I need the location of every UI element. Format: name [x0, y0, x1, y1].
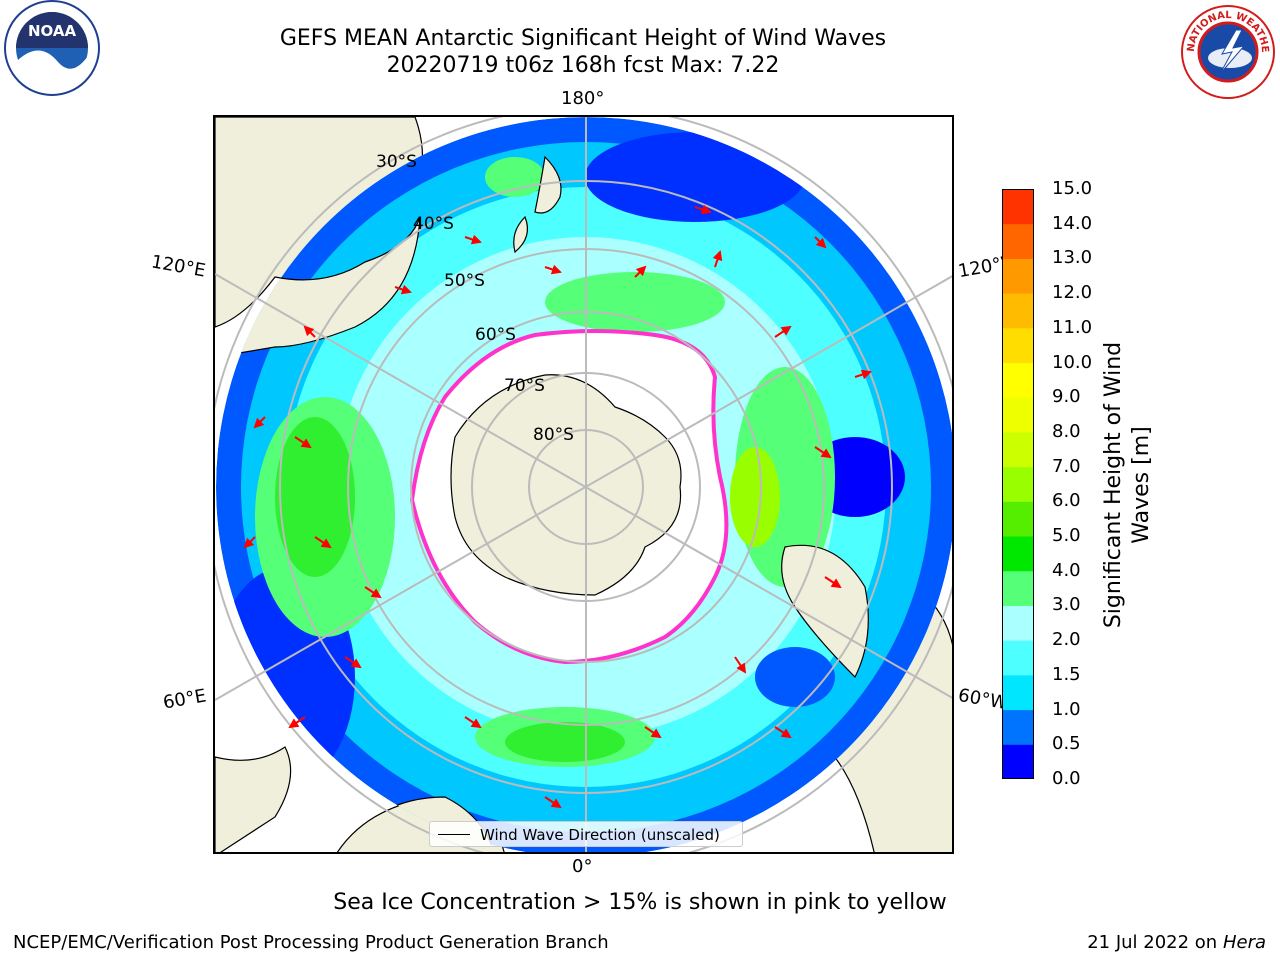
wave-arrow: [253, 416, 266, 429]
colorbar-swatch: [1002, 605, 1034, 641]
lon-label-0: 0°: [572, 856, 593, 877]
wave-arrow: [344, 656, 362, 669]
wave-arrow: [814, 446, 832, 459]
wave-arrow: [712, 250, 723, 268]
colorbar-swatch: [1002, 397, 1034, 433]
colorbar: [1002, 189, 1034, 779]
colorbar-tick-label: 0.5: [1052, 733, 1081, 755]
nws-logo: NATIONAL WEATHER SERVICE: [1172, 0, 1280, 100]
wave-arrow: [634, 265, 647, 278]
colorbar-swatch: [1002, 431, 1034, 468]
colorbar-swatch: [1002, 536, 1034, 572]
colorbar-swatch: [1002, 709, 1034, 745]
lat-label-70s: 70°S: [504, 376, 545, 396]
colorbar-tick-label: 5.0: [1052, 525, 1081, 547]
colorbar-swatch: [1002, 293, 1034, 329]
footer-credit: NCEP/EMC/Verification Post Processing Pr…: [13, 932, 609, 953]
wave-arrow: [464, 234, 482, 245]
lat-label-80s: 80°S: [533, 425, 574, 445]
wave-arrow: [314, 536, 332, 549]
colorbar-tick-label: 9.0: [1052, 386, 1081, 408]
wave-arrow: [644, 726, 662, 739]
colorbar-swatch: [1002, 189, 1034, 225]
lon-label-120e: 120°E: [149, 251, 208, 282]
wave-arrow: [854, 369, 872, 380]
colorbar-swatch: [1002, 744, 1034, 779]
colorbar-tick-label: 7.0: [1052, 455, 1081, 477]
colorbar-tick-label: 10.0: [1052, 351, 1093, 373]
colorbar-swatch: [1002, 466, 1034, 502]
colorbar-label: Significant Height of Wind Waves [m]: [1101, 341, 1154, 629]
colorbar-swatch: [1002, 640, 1034, 676]
colorbar-tick-label: 1.5: [1052, 663, 1081, 685]
colorbar-swatch: [1002, 501, 1034, 537]
colorbar-tick-label: 12.0: [1052, 282, 1093, 304]
chart-title: GEFS MEAN Antarctic Significant Height o…: [279, 26, 887, 51]
map-legend: Wind Wave Direction (unscaled): [429, 821, 743, 847]
footer-date: 21 Jul 2022 on Hera: [1087, 932, 1266, 953]
wave-arrow: [544, 796, 562, 809]
wave-arrows: [243, 204, 872, 809]
lon-label-60e: 60°E: [161, 685, 208, 714]
wave-arrow: [774, 726, 792, 739]
wave-arrow: [364, 586, 382, 599]
colorbar-swatch: [1002, 223, 1034, 259]
sea-ice-note: Sea Ice Concentration > 15% is shown in …: [333, 890, 947, 915]
lat-label-50s: 50°S: [444, 271, 485, 291]
wave-arrow: [294, 436, 312, 449]
wave-arrow: [464, 716, 482, 729]
colorbar-swatch: [1002, 570, 1034, 606]
wave-arrow: [394, 284, 412, 295]
legend-label: Wind Wave Direction (unscaled): [480, 826, 720, 844]
colorbar-swatch: [1002, 362, 1034, 398]
wave-arrow: [734, 656, 747, 674]
colorbar-tick-label: 2.0: [1052, 629, 1081, 651]
colorbar-border: [1002, 189, 1034, 779]
graticule: [215, 117, 952, 852]
colorbar-tick-label: 3.0: [1052, 594, 1081, 616]
wave-arrow: [544, 264, 562, 275]
colorbar-tick-label: 11.0: [1052, 316, 1093, 338]
colorbar-tick-label: 6.0: [1052, 490, 1081, 512]
wave-arrow: [694, 204, 712, 215]
lat-label-40s: 40°S: [413, 214, 454, 234]
lat-label-30s: 30°S: [376, 152, 417, 172]
colorbar-swatch: [1002, 674, 1034, 711]
wave-arrow: [774, 325, 792, 338]
wave-arrow: [288, 716, 306, 729]
lat-label-60s: 60°S: [475, 325, 516, 345]
colorbar-tick-label: 0.0: [1052, 768, 1081, 789]
noaa-logo: NOAA: [0, 0, 104, 100]
footer-machine: Hera: [1222, 932, 1266, 953]
colorbar-swatch: [1002, 258, 1034, 294]
map-panel: Wind Wave Direction (unscaled): [213, 115, 954, 854]
wave-arrow: [303, 325, 316, 338]
footer-date-text: 21 Jul 2022 on: [1087, 932, 1218, 953]
noaa-logo-text: NOAA: [28, 22, 77, 40]
wave-arrow: [814, 236, 827, 249]
colorbar-tick-label: 15.0: [1052, 178, 1093, 199]
colorbar-swatches: [1002, 189, 1034, 779]
colorbar-tick-label: 8.0: [1052, 420, 1081, 442]
colorbar-tick-label: 1.0: [1052, 698, 1081, 720]
colorbar-tick-label: 14.0: [1052, 212, 1093, 234]
wave-arrow: [824, 576, 842, 589]
colorbar-tick-label: 4.0: [1052, 559, 1081, 581]
colorbar-swatch: [1002, 327, 1034, 364]
lon-label-180: 180°: [561, 88, 605, 109]
wave-arrow: [243, 536, 256, 549]
legend-line-swatch: [438, 834, 470, 835]
colorbar-tick-label: 13.0: [1052, 247, 1093, 269]
polar-map: [215, 117, 952, 852]
chart-subtitle-run: 20220719 t06z 168h fcst Max: 7.22: [386, 53, 780, 78]
